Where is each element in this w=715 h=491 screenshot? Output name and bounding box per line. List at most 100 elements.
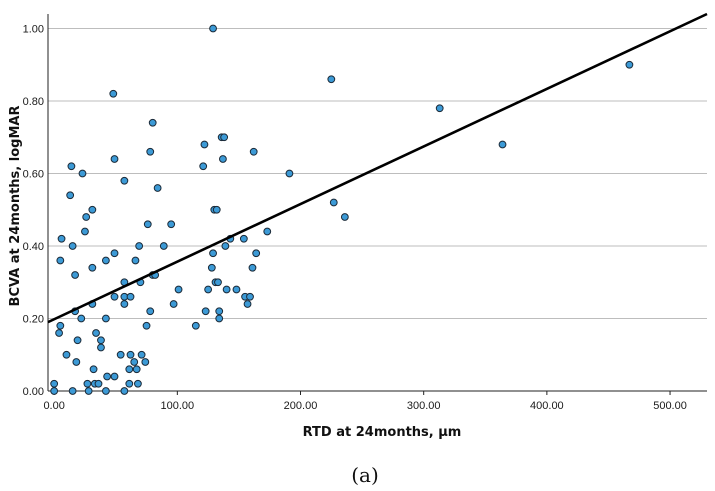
data-point xyxy=(232,285,241,294)
data-point xyxy=(110,292,119,301)
data-point xyxy=(78,169,87,178)
grid-lines xyxy=(48,28,707,319)
data-point xyxy=(285,169,294,178)
x-tick-label: 400.00 xyxy=(530,400,564,412)
data-point xyxy=(249,147,258,156)
data-point xyxy=(142,321,151,330)
data-point xyxy=(220,133,229,142)
figure-caption: (a) xyxy=(351,463,379,487)
data-point xyxy=(66,191,75,200)
data-point xyxy=(73,336,82,345)
data-point xyxy=(134,379,142,388)
data-point xyxy=(57,234,66,243)
data-point xyxy=(219,155,227,163)
data-point xyxy=(81,227,89,236)
data-point xyxy=(200,140,209,149)
data-point xyxy=(201,307,210,316)
data-point xyxy=(263,227,272,236)
data-point xyxy=(209,249,217,258)
data-point xyxy=(252,249,261,258)
data-point xyxy=(340,213,349,221)
data-point xyxy=(126,350,135,359)
data-point xyxy=(159,242,168,250)
data-point xyxy=(125,365,134,374)
data-point xyxy=(89,365,98,374)
data-point xyxy=(72,358,81,366)
data-point xyxy=(215,307,224,316)
data-point xyxy=(143,220,152,229)
data-point xyxy=(62,350,71,359)
data-point xyxy=(103,372,112,381)
data-point xyxy=(82,213,91,221)
data-point xyxy=(329,198,338,207)
data-point xyxy=(174,285,183,294)
x-axis-title: RTD at 24months, μm xyxy=(303,425,462,440)
y-tick-label: 0.20 xyxy=(23,314,44,326)
data-point xyxy=(130,358,139,366)
data-point xyxy=(191,321,200,330)
x-tick-label: 500.00 xyxy=(653,400,687,412)
data-point xyxy=(88,263,97,272)
data-point xyxy=(110,372,119,381)
data-point xyxy=(199,162,208,171)
data-point xyxy=(248,263,257,272)
data-point xyxy=(101,387,110,395)
x-tick-label: 200.00 xyxy=(284,400,318,412)
data-point xyxy=(148,118,157,127)
y-axis-title: BCVA at 24months, logMAR xyxy=(8,106,23,307)
regression-line xyxy=(47,12,708,324)
data-point xyxy=(92,329,100,337)
data-point xyxy=(246,292,254,301)
data-point xyxy=(101,256,110,265)
data-point xyxy=(55,329,63,337)
data-point xyxy=(146,147,155,156)
data-point xyxy=(146,307,155,316)
data-point xyxy=(222,285,231,294)
data-point xyxy=(56,256,65,265)
y-tick-label: 0.40 xyxy=(23,241,44,253)
axes xyxy=(47,14,707,395)
data-point xyxy=(243,300,252,308)
data-point xyxy=(68,242,77,250)
data-point xyxy=(84,387,93,395)
x-tick-label: 100.00 xyxy=(161,400,195,412)
data-point xyxy=(167,220,176,229)
data-point xyxy=(56,321,65,330)
y-tick-label: 0.60 xyxy=(23,169,44,181)
data-point xyxy=(153,184,162,192)
data-point xyxy=(212,205,221,214)
y-tick-label: 0.80 xyxy=(23,96,44,108)
data-point xyxy=(101,314,110,323)
y-tick-labels: 0.00 0.20 0.40 0.60 0.80 1.00 xyxy=(23,24,44,399)
data-point xyxy=(498,140,507,149)
data-point xyxy=(120,176,129,185)
data-points xyxy=(50,24,634,395)
data-point xyxy=(71,271,79,279)
data-point xyxy=(126,292,135,301)
data-point xyxy=(67,162,76,171)
data-point xyxy=(214,278,222,287)
x-tick-labels: 0.00 100.00 200.00 300.00 400.00 500.00 xyxy=(43,400,686,412)
data-point xyxy=(97,336,105,345)
data-point xyxy=(125,379,134,388)
data-point xyxy=(209,24,217,33)
data-point xyxy=(435,104,444,113)
data-point xyxy=(116,350,125,359)
data-point xyxy=(169,300,178,308)
data-point xyxy=(77,314,86,323)
data-point xyxy=(120,300,129,308)
data-point xyxy=(625,60,634,69)
data-point xyxy=(83,379,92,388)
fit-line xyxy=(47,12,708,324)
data-point xyxy=(68,387,77,395)
data-point xyxy=(239,234,248,243)
data-point xyxy=(327,75,336,84)
data-point xyxy=(131,256,140,265)
data-point xyxy=(207,263,216,272)
data-point xyxy=(132,365,141,374)
data-point xyxy=(50,387,59,395)
y-tick-label: 0.00 xyxy=(23,386,44,398)
data-point xyxy=(141,358,150,366)
x-tick-label: 300.00 xyxy=(407,400,441,412)
